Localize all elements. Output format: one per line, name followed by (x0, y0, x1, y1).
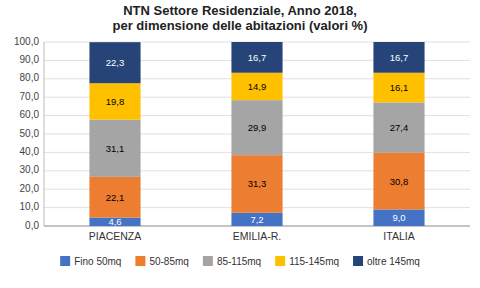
x-tick-label: ITALIA (383, 230, 414, 242)
y-tick-label: 60,0 (20, 109, 40, 120)
bar-segment (231, 213, 282, 226)
legend-item: 85-115mq (203, 256, 261, 267)
legend-swatch (353, 256, 363, 266)
data-label: 29,9 (248, 122, 267, 133)
y-axis-line (44, 42, 45, 226)
x-tick-label: EMILIA-R. (233, 230, 281, 242)
bar-segment (373, 209, 424, 226)
data-label: 22,1 (106, 192, 125, 203)
legend: Fino 50mq 50-85mq 85-115mq 115-145mq oltre 1… (60, 256, 420, 267)
bar-segment (373, 73, 424, 103)
chart: NTN Settore Residenziale, Anno 2018,per … (0, 0, 480, 288)
bar-segment (89, 120, 140, 177)
legend-label: oltre 145mq (367, 256, 420, 267)
bar-segment (231, 73, 282, 100)
bar-segment (373, 153, 424, 210)
y-tick-label: 70,0 (20, 91, 40, 102)
legend-swatch (135, 256, 145, 266)
y-tick-label: 90,0 (20, 54, 40, 65)
y-tick-label: 80,0 (20, 72, 40, 83)
bar-segment (373, 42, 424, 73)
data-label: 16,1 (390, 82, 409, 93)
bar-segment (373, 102, 424, 152)
data-label: 31,1 (106, 143, 125, 154)
x-tick-label: PIACENZA (89, 230, 142, 242)
data-labels: 4,6 7,2 9,0 22,1 31,3 30,8 31,1 29,9 27,4 19,8 14,… (106, 52, 409, 227)
data-label: 19,8 (106, 96, 125, 107)
legend-swatch (275, 256, 285, 266)
legend-item: 115-145mq (275, 256, 339, 267)
legend-label: 50-85mq (149, 256, 188, 267)
data-label: 4,6 (108, 216, 121, 227)
data-label: 22,3 (106, 57, 125, 68)
data-label: 7,2 (250, 214, 263, 225)
y-tick-label: 100,0 (14, 36, 39, 47)
legend-item: Fino 50mq (60, 256, 121, 267)
data-label: 31,3 (248, 178, 267, 189)
y-tick-label: 0,0 (25, 220, 39, 231)
legend-item: oltre 145mq (353, 256, 420, 267)
legend-swatch (203, 256, 213, 266)
y-tick-label: 10,0 (20, 201, 40, 212)
data-label: 16,7 (390, 52, 409, 63)
y-tick-label: 50,0 (20, 128, 40, 139)
title: NTN Settore Residenziale, Anno 2018,per … (113, 3, 368, 33)
legend-label: 85-115mq (217, 256, 261, 267)
bars (89, 42, 424, 226)
legend-swatch (60, 256, 70, 266)
bar-segment (89, 42, 140, 83)
legend-item: 50-85mq (135, 256, 188, 267)
bar-segment (231, 42, 282, 73)
y-tick-label: 40,0 (20, 146, 40, 157)
grid (44, 42, 470, 226)
data-label: 14,9 (248, 81, 267, 92)
bar-segment (231, 155, 282, 213)
bar-segment (89, 83, 140, 119)
bar-segment (231, 100, 282, 155)
y-tick-label: 20,0 (20, 183, 40, 194)
legend-label: Fino 50mq (74, 256, 121, 267)
data-label: 27,4 (390, 122, 409, 133)
data-label: 9,0 (392, 212, 405, 223)
legend-label: 115-145mq (289, 256, 339, 267)
y-tick-label: 30,0 (20, 164, 40, 175)
data-label: 16,7 (248, 52, 267, 63)
data-label: 30,8 (390, 176, 409, 187)
bar-segment (89, 177, 140, 218)
